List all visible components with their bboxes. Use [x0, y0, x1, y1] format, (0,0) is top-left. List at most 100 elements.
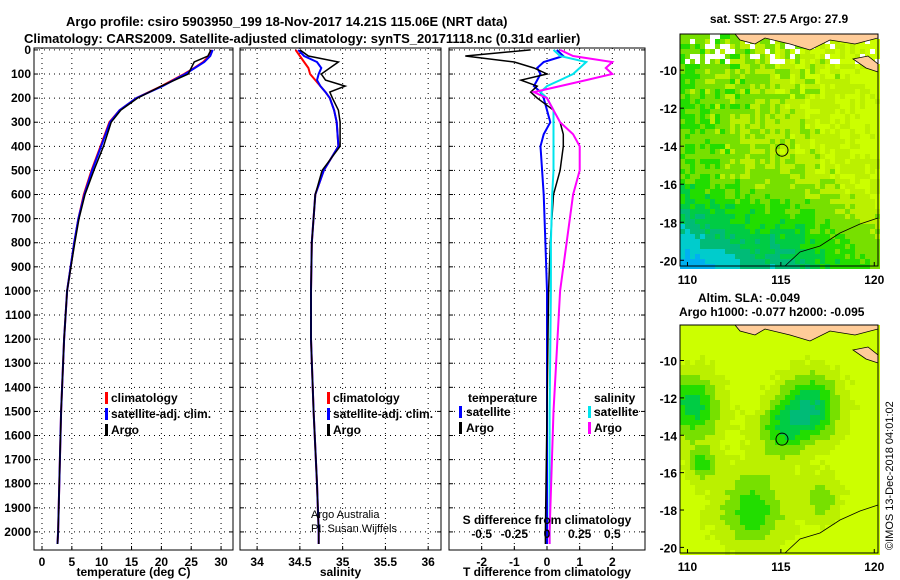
- australia-shelf-contour: [784, 217, 879, 267]
- map-frame: [679, 33, 879, 267]
- lat-tick-label: -16: [660, 178, 678, 192]
- sst-map-title: sat. SST: 27.5 Argo: 27.9: [710, 12, 849, 26]
- legend-label: Argo: [111, 423, 139, 437]
- x-axis-label: temperature (deg C): [76, 565, 190, 579]
- depth-tick-label: 1400: [4, 380, 31, 394]
- series-satellite-adj-clim-: [56, 49, 214, 545]
- depth-tick-label: 700: [11, 212, 31, 226]
- plot-frame: [448, 47, 646, 551]
- legend-swatch: [105, 392, 108, 404]
- legend-swatch: [459, 406, 462, 418]
- series-salinity-argo: [530, 48, 615, 544]
- lat-tick-label: -20: [660, 254, 678, 268]
- lat-tick-label: -18: [660, 504, 678, 518]
- x-axis-label: salinity: [320, 565, 362, 579]
- x2-tick-label: 0: [544, 527, 551, 541]
- depth-tick-label: 500: [11, 163, 31, 177]
- lon-tick-label: 115: [771, 560, 791, 574]
- x-tick-label: 2: [609, 555, 616, 569]
- credit-text: PI: Susan Wijffels: [311, 523, 397, 535]
- depth-tick-label: 1600: [4, 429, 31, 443]
- lon-tick-label: 115: [771, 273, 791, 287]
- x-tick-label: 0: [39, 555, 46, 569]
- depth-tick-label: 1900: [4, 501, 31, 515]
- legend-swatch: [105, 408, 108, 420]
- salinity-panel: 34 34.5 35 35.5 36 salinity climatology satelli…: [239, 47, 442, 579]
- lat-tick-label: -14: [660, 140, 678, 154]
- x2-axis-label: S difference from climatology: [463, 513, 632, 527]
- x-tick-label: 34.5: [288, 555, 312, 569]
- legend-title-temperature: temperature: [468, 391, 538, 405]
- depth-tick-label: 900: [11, 260, 31, 274]
- x-tick-label: 10: [95, 555, 109, 569]
- depth-tick-label: 600: [11, 188, 31, 202]
- depth-tick-label: 1300: [4, 356, 31, 370]
- legend-label: Argo: [466, 421, 494, 435]
- x-tick-label: 30: [214, 555, 228, 569]
- title-line-1: Argo profile: csiro 5903950_199 18-Nov-2…: [66, 14, 508, 29]
- legend-label: satellite-adj. clim.: [333, 407, 433, 421]
- legend-swatch: [327, 424, 330, 436]
- lon-tick-label: 120: [864, 273, 884, 287]
- series-climatology: [56, 49, 213, 545]
- map-field: [680, 325, 880, 555]
- lat-tick-label: -12: [660, 392, 678, 406]
- depth-tick-label: 1700: [4, 453, 31, 467]
- lat-tick-label: -10: [660, 64, 678, 78]
- argo-float-marker: [775, 143, 789, 157]
- x-tick-label: 35: [336, 555, 350, 569]
- sla-map-subtitle: Argo h1000: -0.077 h2000: -0.095: [679, 305, 865, 319]
- depth-tick-label: 1800: [4, 477, 31, 491]
- lat-tick-label: -14: [660, 429, 678, 443]
- credit-text: Argo Australia: [311, 509, 380, 521]
- title-line-2: Climatology: CARS2009. Satellite-adjuste…: [24, 31, 580, 46]
- legend-swatch: [459, 422, 462, 434]
- series-satellite-adj-clim-: [297, 49, 340, 544]
- x-tick-label: 36: [421, 555, 435, 569]
- x-tick-label: 1: [576, 555, 583, 569]
- depth-tick-label: 400: [11, 139, 31, 153]
- depth-tick-label: 1200: [4, 332, 31, 346]
- x-tick-label: 35.5: [374, 555, 398, 569]
- x-tick-label: 25: [185, 555, 199, 569]
- depth-tick-label: 1000: [4, 284, 31, 298]
- legend-label: satellite: [466, 405, 511, 419]
- x2-tick-label: -0.5: [471, 527, 492, 541]
- depth-tick-label: 300: [11, 115, 31, 129]
- legend-label: climatology: [111, 391, 178, 405]
- depth-tick-label: 1100: [5, 308, 31, 322]
- x-tick-label: -2: [476, 555, 487, 569]
- x-tick-label: 34: [250, 555, 264, 569]
- x-tick-label: 15: [125, 555, 139, 569]
- lon-tick-label: 110: [678, 560, 698, 574]
- lon-tick-label: 110: [678, 273, 698, 287]
- x-tick-label: 0: [544, 555, 551, 569]
- legend-label: satellite: [594, 405, 639, 419]
- legend-title-salinity: salinity: [594, 391, 636, 405]
- sla-map-panel: 110 115 120 -10 -12 -14 -16 -18 -20 Altim. SLA: -…: [660, 291, 885, 574]
- series-argo: [299, 49, 348, 544]
- temperature-panel: 0100200300400500600700800900100011001200…: [4, 43, 234, 579]
- lon-tick-label: 120: [864, 560, 884, 574]
- x2-tick-label: 0.5: [604, 527, 621, 541]
- legend-swatch: [327, 408, 330, 420]
- x-tick-label: -1: [509, 555, 520, 569]
- lat-tick-label: -20: [660, 541, 678, 555]
- lat-tick-label: -10: [660, 355, 678, 369]
- lat-tick-label: -16: [660, 467, 678, 481]
- x-tick-label: 5: [68, 555, 75, 569]
- plot-frame: [33, 47, 234, 551]
- difference-panel: -2 -1 0 1 2T difference from climatology temp…: [448, 47, 646, 579]
- plot-frame: [239, 47, 442, 551]
- legend-swatch: [327, 392, 330, 404]
- legend-label: climatology: [333, 391, 400, 405]
- series-argo: [56, 49, 212, 545]
- imos-footer: ©IMOS 13-Dec-2018 04:01:02: [884, 401, 896, 550]
- x-tick-label: 20: [155, 555, 169, 569]
- depth-tick-label: 0: [24, 43, 31, 57]
- series-salinity-satellite: [539, 49, 589, 544]
- legend-swatch: [105, 424, 108, 436]
- legend-label: Argo: [594, 421, 622, 435]
- legend-swatch: [588, 406, 591, 418]
